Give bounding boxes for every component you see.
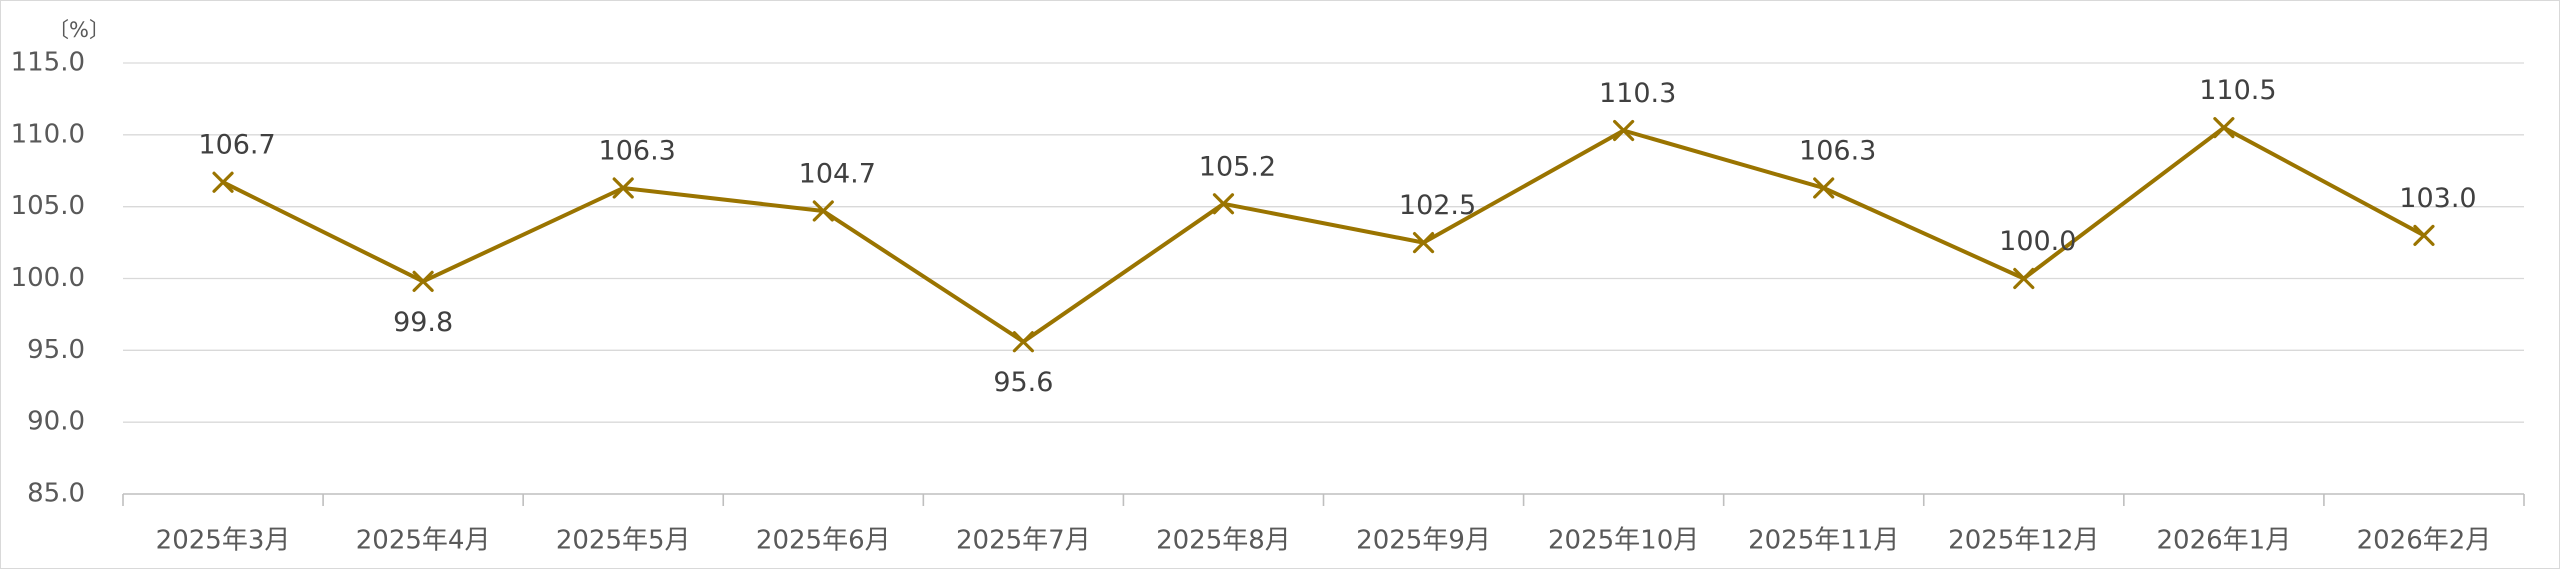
x-tick-label: 2026年2月: [2357, 526, 2492, 556]
y-tick-label: 105.0: [11, 191, 85, 221]
x-tick-label: 2025年10月: [1548, 526, 1699, 556]
data-point-marker: [412, 270, 434, 292]
data-point-marker: [2413, 224, 2435, 246]
y-tick-label: 110.0: [11, 119, 85, 149]
x-tick-label: 2025年6月: [756, 526, 891, 556]
data-label: 106.3: [1799, 135, 1876, 166]
y-tick-label: 95.0: [27, 335, 85, 365]
x-tick-label: 2025年7月: [956, 526, 1091, 556]
data-label: 106.7: [198, 130, 275, 161]
data-label: 105.2: [1199, 151, 1276, 182]
y-tick-label: 100.0: [11, 263, 85, 293]
data-label: 106.3: [599, 135, 676, 166]
data-label: 110.5: [2199, 75, 2276, 106]
x-tick-label: 2025年9月: [1356, 526, 1491, 556]
data-point-marker: [2013, 267, 2035, 290]
x-tick-label: 2026年1月: [2157, 526, 2292, 556]
data-point-marker: [1012, 331, 1034, 353]
y-tick-label: 85.0: [27, 479, 85, 509]
data-label: 100.0: [1999, 226, 2076, 257]
data-point-marker: [1613, 119, 1635, 142]
data-label: 102.5: [1399, 190, 1476, 221]
data-point-marker: [1412, 231, 1435, 254]
data-label: 110.3: [1599, 78, 1676, 109]
x-tick-label: 2025年11月: [1748, 526, 1899, 556]
data-point-marker: [812, 200, 834, 222]
data-point-marker: [612, 177, 634, 199]
data-point-marker: [212, 171, 234, 193]
data-label: 103.0: [2399, 183, 2476, 214]
y-tick-label: 115.0: [11, 48, 85, 78]
x-tick-label: 2025年8月: [1156, 526, 1291, 556]
data-point-marker: [1212, 193, 1235, 215]
x-tick-label: 2025年12月: [1948, 526, 2099, 556]
data-point-marker: [1813, 177, 1835, 199]
data-point-marker: [2213, 117, 2235, 139]
y-axis-unit-label: 〔%〕: [48, 18, 110, 42]
x-tick-label: 2025年4月: [356, 526, 491, 556]
x-tick-label: 2025年3月: [156, 526, 291, 556]
y-tick-label: 90.0: [27, 407, 85, 437]
data-label: 104.7: [799, 158, 876, 189]
x-tick-label: 2025年5月: [556, 526, 691, 556]
data-label: 99.8: [393, 307, 453, 338]
data-label: 95.6: [993, 367, 1053, 398]
series-line: [221, 125, 2426, 344]
